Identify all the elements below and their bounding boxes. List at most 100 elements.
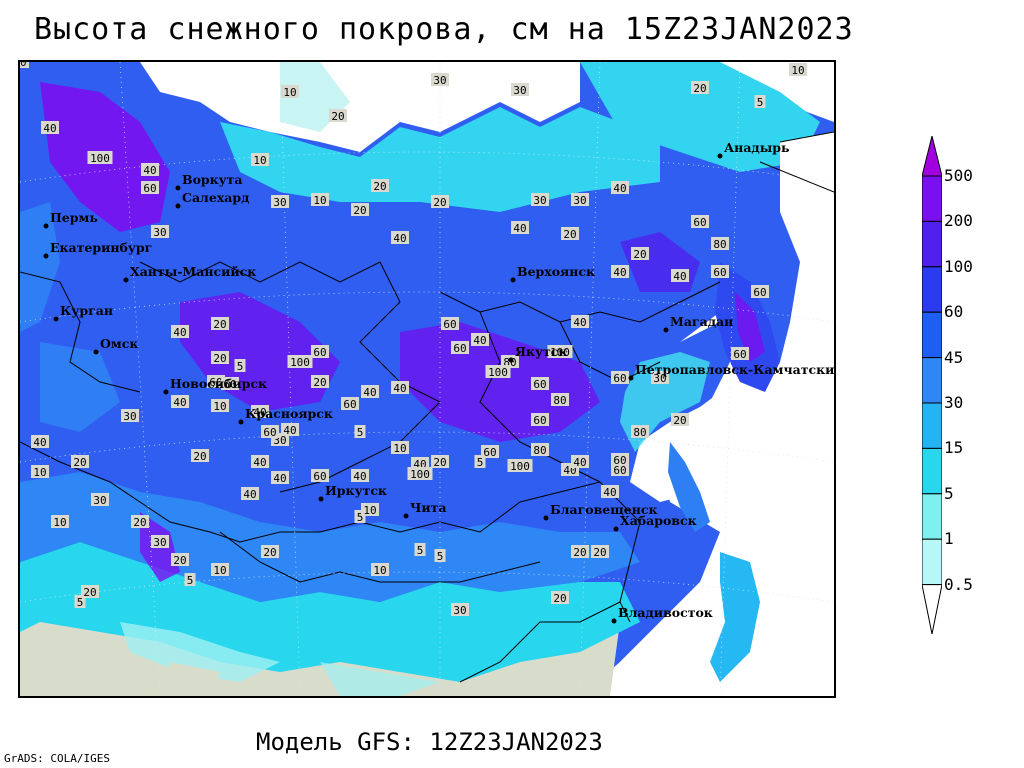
contour-label: 40	[253, 456, 266, 469]
deep-snow-kamchatka	[735, 292, 765, 362]
contour-label-bg	[351, 203, 369, 216]
contour-label: 40	[573, 456, 586, 469]
contour-label-bg	[311, 345, 329, 358]
contour-label: 100	[488, 366, 508, 379]
colorbar-swatch	[922, 447, 942, 495]
contour-label: 100	[510, 460, 530, 473]
contour-label: 40	[673, 270, 686, 283]
contour-label: 40	[253, 406, 266, 419]
contour-label-bg	[281, 85, 299, 98]
contour-label-bg	[751, 285, 769, 298]
contour-label-bg	[691, 81, 709, 94]
contour-label: 10	[363, 504, 376, 517]
contour-label-bg	[221, 377, 239, 390]
contour-label-bg	[184, 573, 196, 586]
contour-label-bg	[251, 153, 269, 166]
contour-label: 40	[603, 486, 616, 499]
city-dot	[611, 618, 617, 624]
contour-label: 20	[433, 456, 446, 469]
contour-label: 20	[20, 62, 27, 69]
contour-label-bg	[471, 333, 489, 346]
contour-label: 60	[613, 454, 626, 467]
contour-label: 20	[433, 196, 446, 209]
contour-label-bg	[611, 371, 629, 384]
contour-label: 30	[153, 226, 166, 239]
contour-label-bg	[141, 163, 159, 176]
city-label: Владивосток	[618, 605, 713, 620]
contour-label-bg	[207, 375, 225, 388]
colorbar-label: 45	[944, 347, 964, 367]
contour-label: 20	[673, 414, 686, 427]
contour-label-bg	[91, 493, 109, 506]
city-label: Салехард	[182, 190, 249, 205]
contour-label-bg	[41, 121, 59, 134]
city-markers: Анадырь Воркута Салехард Пермь Екатеринбург Х…	[43, 140, 834, 624]
contour-label: 40	[473, 334, 486, 347]
contour-label: 20	[313, 376, 326, 389]
contour-label-bg	[311, 375, 329, 388]
contour-label-bg	[281, 423, 299, 436]
contour-label-bg	[354, 510, 366, 523]
city-dot	[628, 375, 634, 381]
contour-label: 20	[563, 228, 576, 241]
contour-label: 20	[133, 516, 146, 529]
contour-label: 20	[693, 82, 706, 95]
contour-label: 60	[693, 216, 706, 229]
contour-label: 30	[573, 194, 586, 207]
contour-label-bg	[171, 553, 189, 566]
contour-label: 80	[633, 426, 646, 439]
contour-label: 10	[53, 516, 66, 529]
city-label: Красноярск	[245, 406, 333, 421]
contour-label-bg	[631, 425, 649, 438]
contour-label-bg	[151, 225, 169, 238]
contour-label-bg	[171, 325, 189, 338]
contour-label: 60	[483, 446, 496, 459]
contour-label-bg	[711, 265, 729, 278]
contour-label-bg	[651, 371, 669, 384]
city-dot	[123, 277, 129, 283]
contour-label-bg	[311, 469, 329, 482]
contour-label: 100	[410, 468, 430, 481]
contour-label-bg	[391, 381, 409, 394]
ne-cyan	[580, 62, 820, 172]
colorbar-label: 15	[944, 438, 964, 458]
contour-label: 40	[393, 232, 406, 245]
contour-label: 40	[33, 436, 46, 449]
colorbar-label: 100	[944, 256, 973, 276]
contour-label-bg	[571, 193, 589, 206]
contour-label-bg	[611, 453, 629, 466]
city-label: Хабаровск	[620, 513, 697, 528]
contour-label-bg	[361, 385, 379, 398]
city-label: Якутск	[515, 344, 567, 359]
contour-label: 60	[343, 398, 356, 411]
contour-label-bg	[351, 469, 369, 482]
contour-label: 5	[357, 426, 364, 439]
contour-label-bg	[271, 195, 289, 208]
contour-label-bg	[191, 449, 209, 462]
city-dot	[717, 153, 723, 159]
city-dot	[238, 419, 244, 425]
credit-text: GrADS: COLA/IGES	[4, 752, 110, 765]
city-dot	[508, 357, 514, 363]
contour-label: 30	[153, 536, 166, 549]
colorbar-label: 200	[944, 211, 973, 231]
contour-label: 10	[313, 194, 326, 207]
contour-label-bg	[261, 425, 279, 438]
contour-label-bg	[474, 455, 486, 468]
contour-label-bg	[329, 109, 347, 122]
contour-label: 60	[209, 376, 222, 389]
contour-label-bg	[511, 221, 529, 234]
contour-label-bg	[371, 179, 389, 192]
contour-label-bg	[341, 397, 359, 410]
contour-label-bg	[691, 215, 709, 228]
contour-label: 10	[791, 64, 804, 77]
contour-label: 30	[533, 194, 546, 207]
contour-label: 5	[417, 544, 424, 557]
colorbar-label: 0.5	[944, 574, 973, 594]
contour-label: 20	[73, 456, 86, 469]
contour-label-bg	[251, 405, 269, 418]
contour-label: 40	[273, 472, 286, 485]
date-line	[759, 131, 834, 193]
contour-label-bg	[441, 317, 459, 330]
contour-label-bg	[571, 545, 589, 558]
